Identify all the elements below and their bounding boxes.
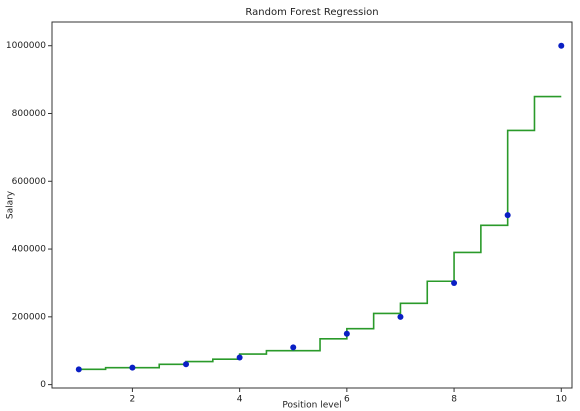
point: [397, 313, 404, 320]
y-axis-label: Salary: [6, 190, 16, 219]
point: [129, 364, 136, 371]
y-tick-label: 200000: [12, 312, 47, 322]
point: [236, 354, 243, 361]
y-tick-label: 800000: [12, 109, 47, 119]
point: [343, 330, 350, 337]
x-tick-label: 6: [344, 395, 350, 405]
x-axis-label: Position level: [282, 401, 341, 411]
y-tick-label: 0: [40, 380, 46, 390]
y-tick-label: 1000000: [6, 41, 46, 51]
point: [451, 279, 458, 286]
x-tick-label: 10: [556, 395, 568, 405]
chart-title: Random Forest Regression: [245, 7, 378, 18]
point: [75, 366, 82, 373]
point: [504, 212, 511, 219]
point: [558, 42, 565, 49]
step-line: [78, 95, 562, 371]
y-tick-label: 400000: [12, 245, 47, 255]
plot-frame: [51, 21, 573, 389]
point: [183, 361, 190, 368]
x-tick-label: 2: [130, 395, 136, 405]
point: [290, 344, 297, 351]
x-tick-label: 4: [237, 395, 243, 405]
x-tick-label: 8: [451, 395, 457, 405]
y-tick-label: 600000: [12, 177, 47, 187]
